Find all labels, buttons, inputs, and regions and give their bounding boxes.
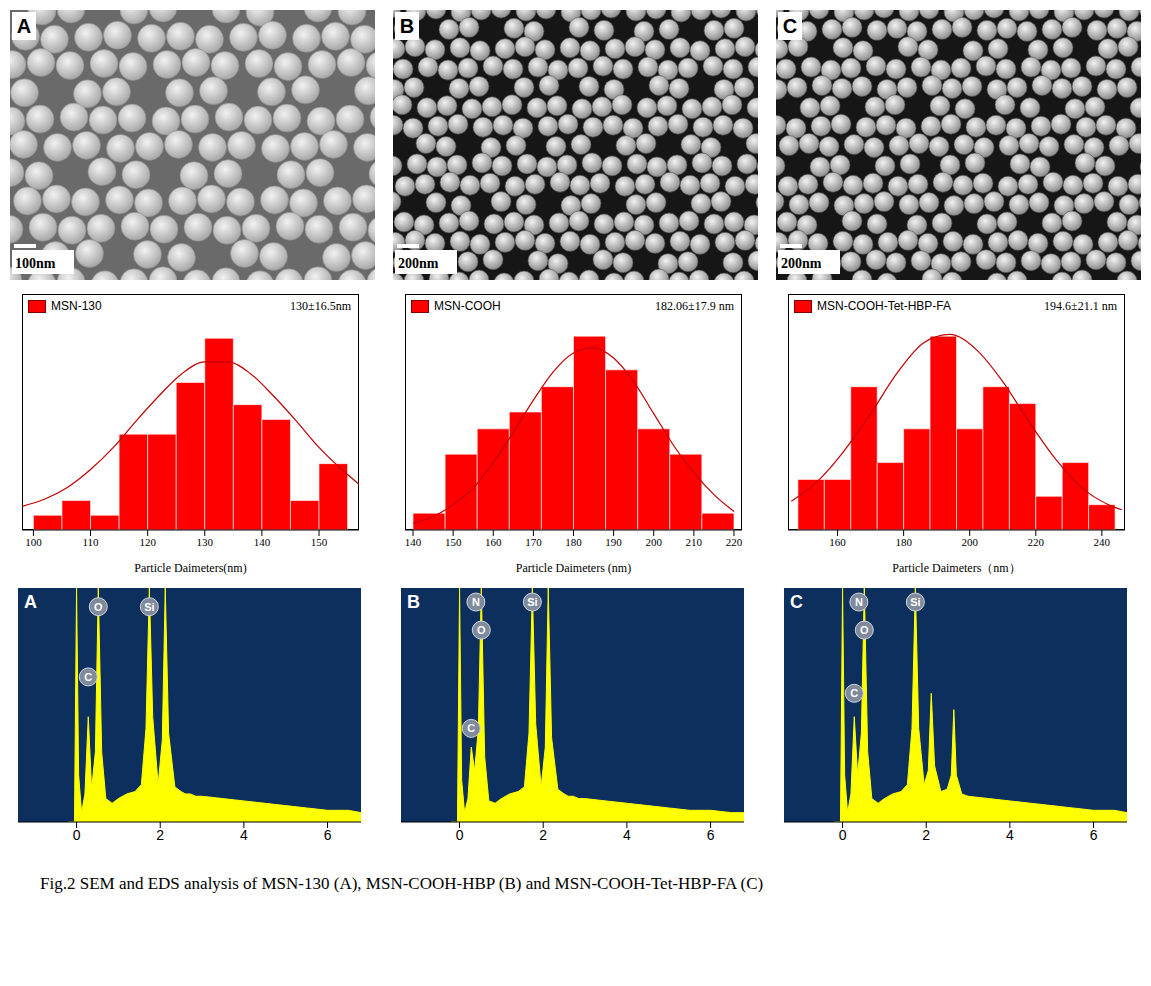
svg-text:200: 200 bbox=[961, 536, 978, 548]
svg-text:170: 170 bbox=[525, 536, 542, 548]
svg-text:Si: Si bbox=[910, 596, 920, 608]
svg-text:N: N bbox=[855, 596, 863, 608]
svg-text:C: C bbox=[850, 687, 858, 699]
svg-text:140: 140 bbox=[254, 536, 271, 548]
svg-text:B: B bbox=[400, 15, 414, 37]
html-text:B: B bbox=[407, 592, 420, 612]
html-text:MSN-COOH: MSN-COOH bbox=[434, 299, 501, 313]
svg-text:200nm: 200nm bbox=[781, 256, 822, 271]
svg-text:C: C bbox=[84, 671, 92, 683]
svg-text:0: 0 bbox=[839, 827, 847, 843]
svg-text:160: 160 bbox=[829, 536, 846, 548]
html-text:Fig.2 SEM and EDS analysis of: Fig.2 SEM and EDS analysis of MSN-130 (A… bbox=[40, 874, 764, 893]
svg-text:100: 100 bbox=[25, 536, 42, 548]
svg-text:4: 4 bbox=[623, 827, 631, 843]
svg-text:2: 2 bbox=[539, 827, 547, 843]
svg-text:6: 6 bbox=[324, 827, 332, 843]
svg-text:4: 4 bbox=[240, 827, 248, 843]
svg-text:A: A bbox=[17, 15, 31, 37]
svg-text:Si: Si bbox=[527, 596, 537, 608]
svg-text:130: 130 bbox=[197, 536, 214, 548]
svg-text:2: 2 bbox=[922, 827, 930, 843]
svg-text:6: 6 bbox=[707, 827, 715, 843]
svg-text:Si: Si bbox=[144, 601, 154, 613]
svg-text:150: 150 bbox=[311, 536, 328, 548]
html-text:MSN-130: MSN-130 bbox=[51, 299, 102, 313]
html-text:C: C bbox=[790, 592, 803, 612]
svg-text:0: 0 bbox=[73, 827, 81, 843]
svg-text:O: O bbox=[94, 601, 103, 613]
svg-text:N: N bbox=[472, 596, 480, 608]
svg-text:180: 180 bbox=[895, 536, 912, 548]
svg-text:190: 190 bbox=[605, 536, 622, 548]
svg-text:220: 220 bbox=[726, 536, 743, 548]
svg-text:6: 6 bbox=[1090, 827, 1098, 843]
svg-text:150: 150 bbox=[445, 536, 462, 548]
svg-text:2: 2 bbox=[156, 827, 164, 843]
svg-text:110: 110 bbox=[82, 536, 99, 548]
svg-text:240: 240 bbox=[1094, 536, 1111, 548]
svg-text:180: 180 bbox=[565, 536, 582, 548]
svg-text:120: 120 bbox=[139, 536, 156, 548]
html-text:MSN-COOH-Tet-HBP-FA: MSN-COOH-Tet-HBP-FA bbox=[817, 299, 951, 313]
html-text:130±16.5nm: 130±16.5nm bbox=[290, 299, 351, 313]
html-text:182.06±17.9 nm: 182.06±17.9 nm bbox=[655, 299, 734, 313]
svg-text:O: O bbox=[860, 624, 869, 636]
svg-text:Particle Daimeters (nm): Particle Daimeters (nm) bbox=[516, 561, 631, 575]
svg-text:Particle Daimeters（nm）: Particle Daimeters（nm） bbox=[892, 561, 1020, 575]
svg-text:C: C bbox=[783, 15, 797, 37]
html-text:194.6±21.1 nm: 194.6±21.1 nm bbox=[1044, 299, 1117, 313]
svg-text:220: 220 bbox=[1028, 536, 1045, 548]
svg-text:210: 210 bbox=[686, 536, 703, 548]
svg-text:160: 160 bbox=[485, 536, 502, 548]
svg-text:O: O bbox=[477, 624, 486, 636]
svg-text:200nm: 200nm bbox=[398, 256, 439, 271]
html-text:A: A bbox=[24, 592, 37, 612]
svg-text:C: C bbox=[467, 722, 475, 734]
svg-text:0: 0 bbox=[456, 827, 464, 843]
svg-text:140: 140 bbox=[405, 536, 422, 548]
svg-text:200: 200 bbox=[645, 536, 662, 548]
svg-text:Particle Daimeters(nm): Particle Daimeters(nm) bbox=[134, 561, 246, 575]
svg-text:4: 4 bbox=[1006, 827, 1014, 843]
svg-text:100nm: 100nm bbox=[15, 256, 56, 271]
